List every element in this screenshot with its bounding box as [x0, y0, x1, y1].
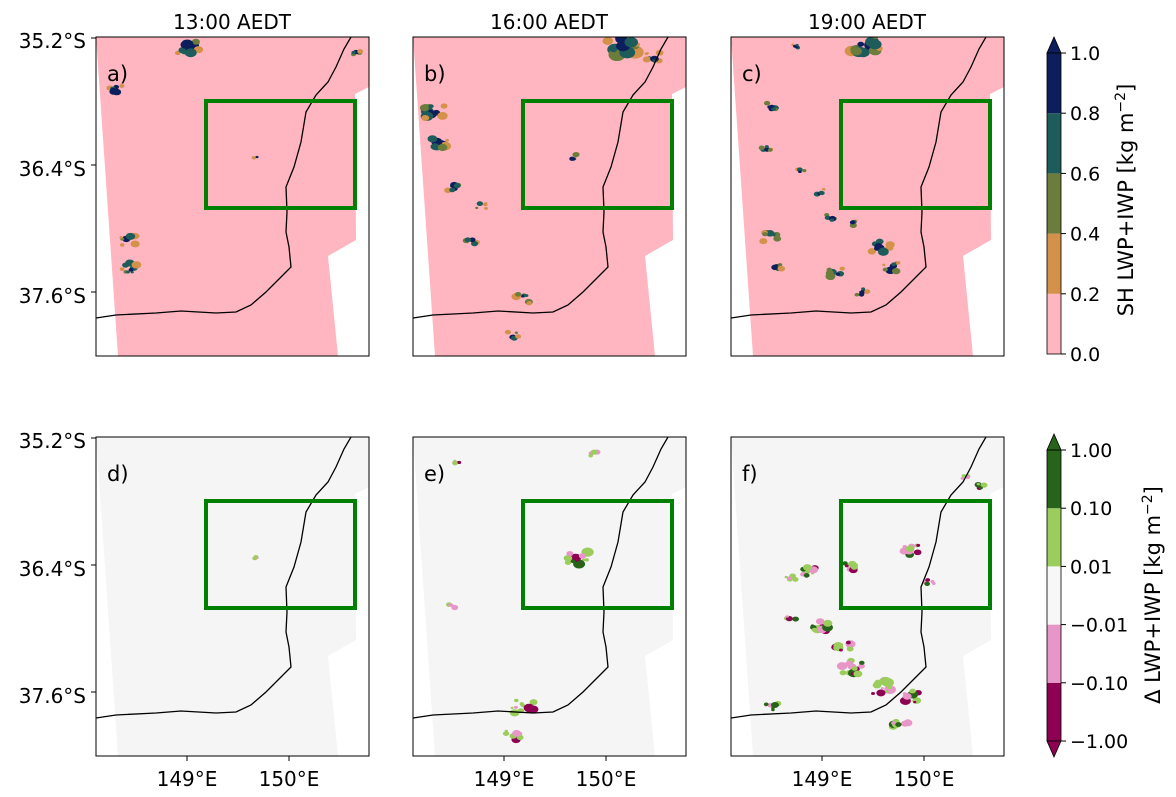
- model-domain: [731, 437, 1004, 756]
- colorbar-extend-max: [1046, 433, 1062, 451]
- panel-label: d): [107, 462, 129, 486]
- coastline: [413, 437, 669, 719]
- colorbar-tick-label: 0.2: [1070, 284, 1100, 306]
- panel-label: c): [742, 62, 762, 86]
- map-panel: e): [412, 436, 687, 761]
- panel-frame: [95, 36, 370, 357]
- colorbar-segment: [1047, 233, 1061, 294]
- model-domain: [413, 37, 686, 356]
- colorbar-bottom: −1.00 −0.10 −0.01 0.01 0.10 1.00: [1046, 433, 1128, 758]
- panel-frame: [95, 436, 370, 757]
- cloud-field: [419, 37, 664, 341]
- colorbar-segment: [1047, 293, 1061, 354]
- colorbar-top-label: SH LWP+IWP [kg m−2]: [1113, 84, 1138, 317]
- colorbar-extend-min: [1046, 740, 1062, 758]
- model-domain: [96, 437, 369, 756]
- panel-label: e): [424, 462, 445, 486]
- y-tick-label: 37.6°S: [19, 284, 86, 308]
- coastline: [96, 437, 352, 719]
- colorbar-tick-label: 1.0: [1070, 43, 1100, 65]
- panel-label: b): [424, 62, 446, 86]
- x-tick-label: 149°E: [474, 767, 535, 791]
- y-tick-label: 35.2°S: [19, 429, 86, 453]
- x-tick-label: 150°E: [259, 767, 320, 791]
- model-domain: [731, 37, 1004, 356]
- panel-frame: [412, 36, 687, 357]
- analysis-box: [521, 99, 674, 210]
- colorbar-segment: [1047, 624, 1061, 683]
- colorbar-segment: [1047, 450, 1061, 509]
- colorbar-tick-label: 0.0: [1070, 344, 1100, 366]
- analysis-box: [839, 99, 992, 210]
- map-panel: f): [730, 436, 1005, 761]
- column-title-1: 13:00 AEDT: [173, 10, 292, 34]
- panel-label: f): [742, 462, 758, 486]
- colorbar-segment: [1047, 53, 1061, 114]
- panel-label: a): [107, 62, 128, 86]
- x-tick-label: 150°E: [576, 767, 637, 791]
- colorbar-tick-label: −1.00: [1070, 731, 1128, 753]
- coastline: [413, 37, 669, 319]
- y-tick-label: 37.6°S: [19, 684, 86, 708]
- colorbar-segment: [1047, 682, 1061, 741]
- colorbar-segment: [1047, 508, 1061, 567]
- panel-frame: [730, 36, 1005, 357]
- analysis-box: [204, 99, 357, 210]
- colorbar-segment: [1047, 566, 1061, 625]
- colorbar-top: 0.0 0.2 0.4 0.6 0.8 1.0: [1046, 36, 1100, 366]
- colorbar-tick-label: 0.01: [1070, 556, 1112, 578]
- colorbar-extend-max: [1046, 36, 1062, 54]
- map-panel: c): [730, 36, 1005, 357]
- colorbar-tick-label: 0.8: [1070, 103, 1100, 125]
- x-tick-label: 149°E: [792, 767, 853, 791]
- coastline: [96, 37, 352, 319]
- model-domain: [413, 437, 686, 756]
- colorbar-tick-label: 0.6: [1070, 163, 1100, 185]
- y-tick-label: 35.2°S: [19, 29, 86, 53]
- colorbar-tick-label: −0.01: [1070, 615, 1128, 637]
- cloud-field: [446, 449, 601, 744]
- coastline: [731, 37, 987, 319]
- map-panel: b): [412, 36, 687, 357]
- column-title-3: 19:00 AEDT: [808, 10, 927, 34]
- column-title-2: 16:00 AEDT: [490, 10, 609, 34]
- analysis-box: [839, 499, 992, 610]
- y-tick-label: 36.4°S: [19, 157, 86, 181]
- cloud-field: [252, 555, 259, 561]
- cloud-field: [106, 38, 364, 274]
- panel-frame: [412, 436, 687, 757]
- analysis-box: [521, 499, 674, 610]
- colorbar-tick-label: 0.10: [1070, 498, 1112, 520]
- y-tick-label: 36.4°S: [19, 557, 86, 581]
- coastline: [731, 437, 987, 719]
- cloud-field: [758, 37, 901, 297]
- colorbar-tick-label: 0.4: [1070, 224, 1100, 246]
- x-tick-label: 149°E: [157, 767, 218, 791]
- colorbar-segment: [1047, 173, 1061, 234]
- panel-frame: [730, 436, 1005, 757]
- map-panel: d): [91, 436, 370, 761]
- analysis-box: [204, 499, 357, 610]
- colorbar-segment: [1047, 113, 1061, 174]
- colorbar-tick-label: −0.10: [1070, 673, 1128, 695]
- model-domain: [96, 37, 369, 356]
- map-panel: a): [91, 36, 370, 357]
- colorbar-tick-label: 1.00: [1070, 440, 1112, 462]
- x-tick-label: 150°E: [894, 767, 955, 791]
- cloud-field: [763, 474, 988, 730]
- colorbar-bottom-label: Δ LWP+IWP [kg m−2]: [1140, 486, 1165, 704]
